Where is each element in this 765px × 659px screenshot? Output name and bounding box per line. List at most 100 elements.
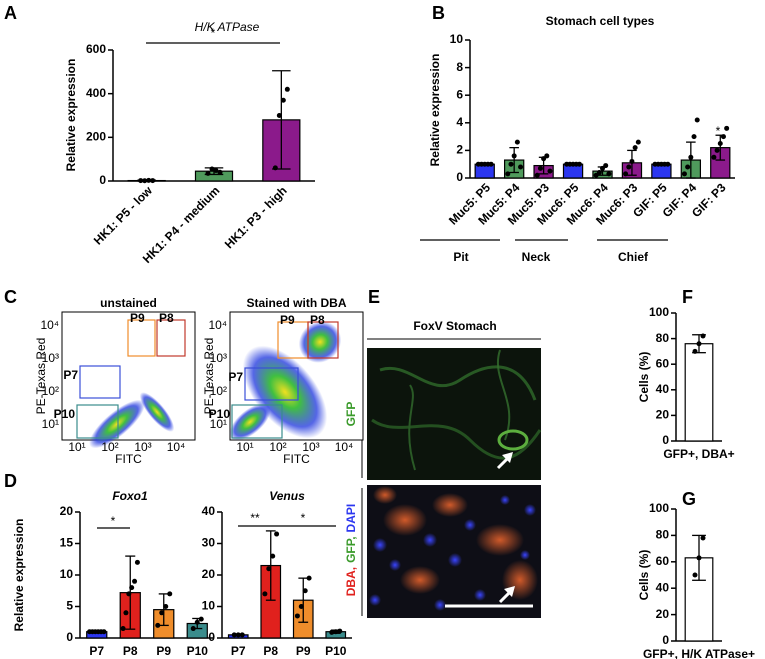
channel-name: GFP <box>344 402 358 427</box>
channel-label: GFP <box>344 402 358 427</box>
y-tick-label: 40 <box>656 382 670 396</box>
data-point <box>132 578 138 584</box>
data-point <box>626 164 632 170</box>
data-point <box>306 575 312 581</box>
x-tick-label: P7 <box>89 644 104 658</box>
y-axis-label: Relative expression <box>428 54 442 167</box>
data-point <box>505 171 511 177</box>
data-point <box>239 632 245 638</box>
data-point <box>629 158 635 164</box>
flow-panel-title: Stained with DBA <box>246 296 346 310</box>
y-tick-label: 0 <box>99 173 106 187</box>
data-point <box>635 139 641 145</box>
y-tick-label: 15 <box>60 536 74 550</box>
data-point <box>205 170 211 176</box>
flow-density <box>229 403 271 441</box>
y-tick-label: 2 <box>456 143 463 157</box>
significance-label: * <box>211 26 216 40</box>
flow-gate <box>127 319 156 357</box>
flow-gate-label: P9 <box>130 311 145 325</box>
flow-y-label: PE-Texas Red <box>202 338 216 415</box>
data-point <box>194 619 200 625</box>
data-point <box>518 164 524 170</box>
flow-gate-label: P7 <box>63 368 78 382</box>
flow-x-tick: 10³ <box>302 440 319 454</box>
data-point <box>134 559 140 565</box>
y-tick-label: 20 <box>60 504 74 518</box>
data-point <box>691 134 697 140</box>
flow-gate-label: P10 <box>54 407 76 421</box>
panel-letter: E <box>368 287 380 307</box>
channel-name: DBA, <box>344 567 358 596</box>
y-tick-label: 4 <box>456 115 463 129</box>
data-point <box>190 626 196 632</box>
y-tick-label: 60 <box>656 554 670 568</box>
x-tick-label: P10 <box>325 644 347 658</box>
data-point <box>159 610 165 616</box>
y-tick-label: 10 <box>450 32 464 46</box>
flow-gate-label: P8 <box>159 311 174 325</box>
data-point <box>262 591 268 597</box>
flow-gate <box>79 365 121 399</box>
flow-gate-label: P7 <box>228 370 243 384</box>
data-point <box>146 177 152 183</box>
panel-letter: G <box>682 489 696 509</box>
data-point <box>606 171 612 177</box>
flow-y-tick: 10⁴ <box>208 318 227 332</box>
y-tick-label: 40 <box>202 504 216 518</box>
y-tick-label: 0 <box>662 633 669 647</box>
data-point <box>685 164 691 170</box>
x-tick-label: P9 <box>296 644 311 658</box>
data-point <box>692 348 698 354</box>
flow-y-tick: 10¹ <box>42 417 59 431</box>
panel-letter: F <box>682 287 693 307</box>
flow-density <box>139 392 175 432</box>
y-axis-label: Relative expression <box>64 59 78 172</box>
group-label: Chief <box>618 250 649 264</box>
x-tick-label: GFP+, H/K ATPase+ <box>643 647 755 659</box>
chart-title: Foxo1 <box>112 489 148 503</box>
data-point <box>537 165 543 171</box>
y-tick-label: 40 <box>656 580 670 594</box>
data-point <box>280 97 286 103</box>
data-point <box>209 166 215 172</box>
data-point <box>337 628 343 634</box>
group-label: Pit <box>453 250 468 264</box>
data-point <box>665 161 671 167</box>
y-tick-label: 10 <box>60 567 74 581</box>
data-point <box>217 169 223 175</box>
data-point <box>126 591 132 597</box>
channel-label: DBA, GFP, DAPI <box>344 504 358 596</box>
data-point <box>714 147 720 153</box>
data-point <box>276 113 282 118</box>
x-tick-label: P8 <box>123 644 138 658</box>
data-point <box>576 161 582 167</box>
flow-x-tick: 10⁴ <box>167 440 186 454</box>
data-point <box>298 604 304 609</box>
y-tick-label: 10 <box>202 599 216 613</box>
data-point <box>696 555 702 561</box>
data-point <box>534 172 540 178</box>
flow-x-tick: 10³ <box>134 440 151 454</box>
flow-y-tick: 10² <box>210 384 227 398</box>
data-point <box>514 139 520 145</box>
flow-y-label: PE-Texas Red <box>34 338 48 415</box>
data-point <box>138 178 144 184</box>
data-point <box>547 168 553 174</box>
significance-label: * <box>301 511 306 525</box>
panel-letter: A <box>4 3 17 23</box>
data-point <box>198 616 204 622</box>
y-tick-label: 0 <box>208 630 215 644</box>
microscopy-title: FoxV Stomach <box>413 319 496 333</box>
data-point <box>129 585 135 591</box>
x-tick-label: P8 <box>263 644 278 658</box>
channel-name: DAPI <box>344 504 358 533</box>
y-axis-label: Relative expression <box>12 519 26 632</box>
y-axis-label: Cells (%) <box>637 550 651 601</box>
flow-y-tick: 10¹ <box>210 417 227 431</box>
x-tick-label: HK1: P3 - high <box>222 183 290 251</box>
data-point <box>681 171 687 177</box>
microscopy-images <box>361 338 542 618</box>
data-point <box>123 610 129 616</box>
